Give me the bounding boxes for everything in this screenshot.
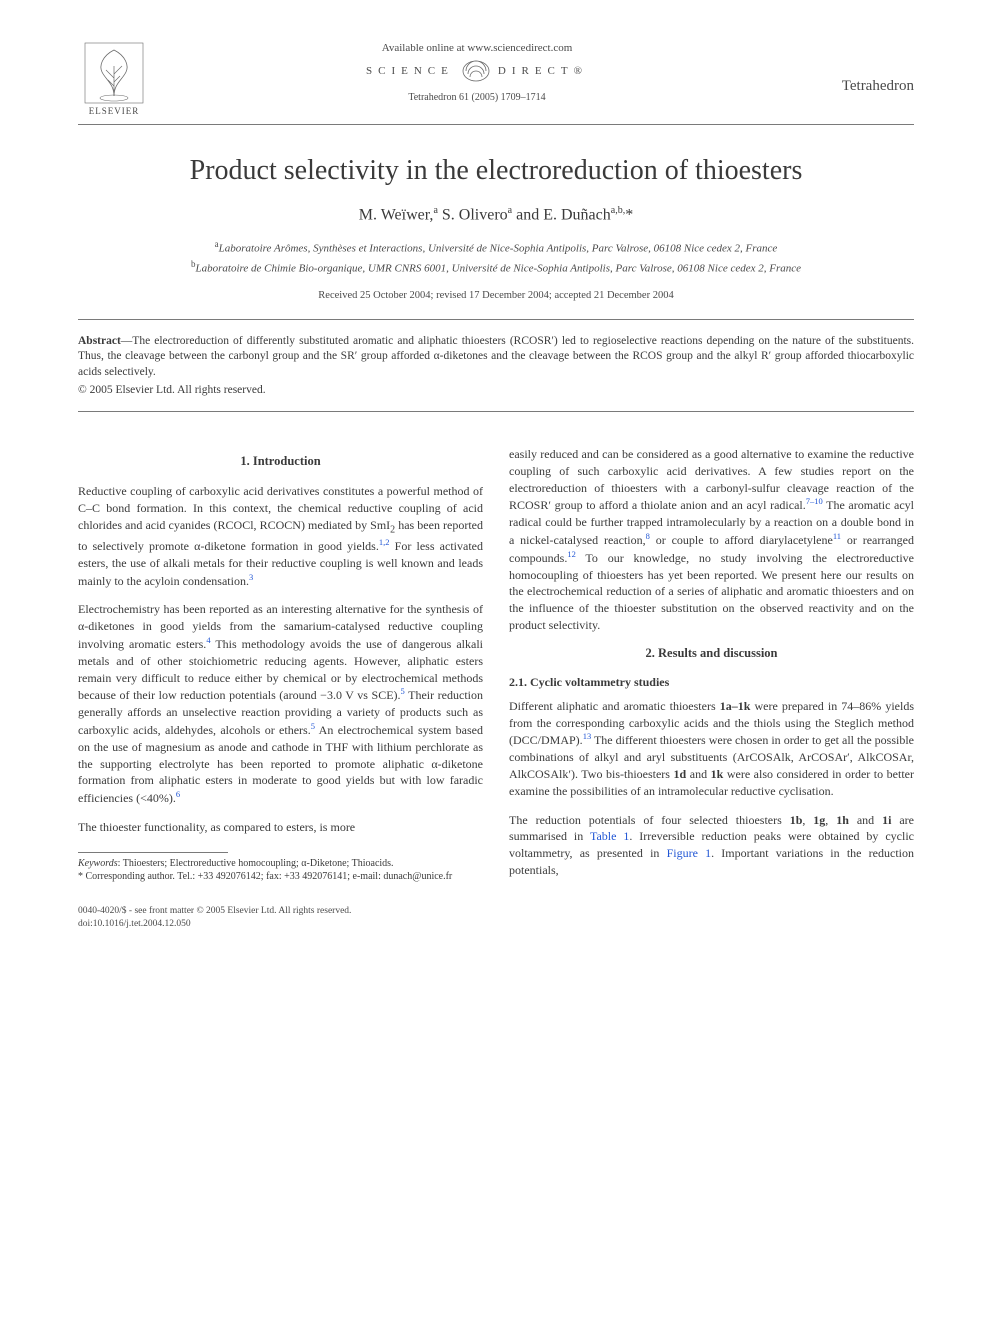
body-columns: 1. Introduction Reductive coupling of ca… bbox=[78, 446, 914, 891]
intro-para-2: Electrochemistry has been reported as an… bbox=[78, 601, 483, 807]
footnotes: Keywords: Thioesters; Electroreductive h… bbox=[78, 857, 483, 884]
front-matter-meta: 0040-4020/$ - see front matter © 2005 El… bbox=[78, 905, 914, 931]
authors-line: M. Weïwer,a S. Oliveroa and E. Duñacha,b… bbox=[78, 205, 914, 224]
intro-para-1: Reductive coupling of carboxylic acid de… bbox=[78, 483, 483, 589]
abstract-block: Abstract—The electroreduction of differe… bbox=[78, 319, 914, 412]
elsevier-logo-block: ELSEVIER bbox=[78, 42, 150, 116]
header-center: Available online at www.sciencedirect.co… bbox=[150, 42, 804, 103]
section-2-heading: 2. Results and discussion bbox=[509, 646, 914, 661]
issn-line: 0040-4020/$ - see front matter © 2005 El… bbox=[78, 905, 914, 918]
affiliation-b: bLaboratoire de Chimie Bio-organique, UM… bbox=[78, 258, 914, 278]
journal-name: Tetrahedron bbox=[804, 42, 914, 95]
footnote-rule bbox=[78, 852, 228, 853]
elsevier-label: ELSEVIER bbox=[89, 106, 140, 116]
sd-left: SCIENCE bbox=[366, 65, 454, 77]
corresponding-author: * Corresponding author. Tel.: +33 492076… bbox=[78, 870, 483, 884]
available-online-line: Available online at www.sciencedirect.co… bbox=[150, 42, 804, 54]
figure-1-link[interactable]: Figure 1 bbox=[667, 846, 712, 860]
citation-line: Tetrahedron 61 (2005) 1709–1714 bbox=[150, 92, 804, 103]
elsevier-tree-icon bbox=[84, 42, 144, 104]
article-dates: Received 25 October 2004; revised 17 Dec… bbox=[78, 290, 914, 301]
header-row: ELSEVIER Available online at www.science… bbox=[78, 42, 914, 116]
keywords-label: Keywords bbox=[78, 858, 118, 869]
article-title: Product selectivity in the electroreduct… bbox=[78, 155, 914, 187]
ref-link-3[interactable]: 3 bbox=[249, 572, 253, 582]
intro-para-3: The thioester functionality, as compared… bbox=[78, 819, 483, 836]
table-1-link[interactable]: Table 1 bbox=[590, 829, 629, 843]
abstract-copyright: © 2005 Elsevier Ltd. All rights reserved… bbox=[78, 383, 914, 399]
keywords-line: Keywords: Thioesters; Electroreductive h… bbox=[78, 857, 483, 871]
section-1-heading: 1. Introduction bbox=[78, 454, 483, 469]
ref-link-13[interactable]: 13 bbox=[583, 731, 592, 741]
ref-link-12[interactable]: 12 bbox=[567, 549, 576, 559]
section-2-1-heading: 2.1. Cyclic voltammetry studies bbox=[509, 675, 914, 690]
right-column: easily reduced and can be considered as … bbox=[509, 446, 914, 891]
affiliation-a: aLaboratoire Arômes, Synthèses et Intera… bbox=[78, 238, 914, 258]
ref-link-6[interactable]: 6 bbox=[176, 789, 180, 799]
results-para-1: Different aliphatic and aromatic thioest… bbox=[509, 698, 914, 800]
sciencedirect-logo: SCIENCE DIRECT® bbox=[366, 60, 588, 82]
ref-link-1-2[interactable]: 1,2 bbox=[379, 537, 390, 547]
abstract-label: Abstract bbox=[78, 335, 121, 347]
results-para-2: The reduction potentials of four selecte… bbox=[509, 812, 914, 879]
ref-link-11[interactable]: 11 bbox=[833, 531, 841, 541]
header-rule bbox=[78, 124, 914, 125]
sd-fingerprint-icon bbox=[462, 60, 490, 82]
sd-right: DIRECT® bbox=[498, 65, 588, 77]
left-column: 1. Introduction Reductive coupling of ca… bbox=[78, 446, 483, 891]
abstract-text: Abstract—The electroreduction of differe… bbox=[78, 334, 914, 382]
intro-para-4: easily reduced and can be considered as … bbox=[509, 446, 914, 634]
doi-line: doi:10.1016/j.tet.2004.12.050 bbox=[78, 918, 914, 931]
ref-link-7-10[interactable]: 7–10 bbox=[806, 496, 823, 506]
